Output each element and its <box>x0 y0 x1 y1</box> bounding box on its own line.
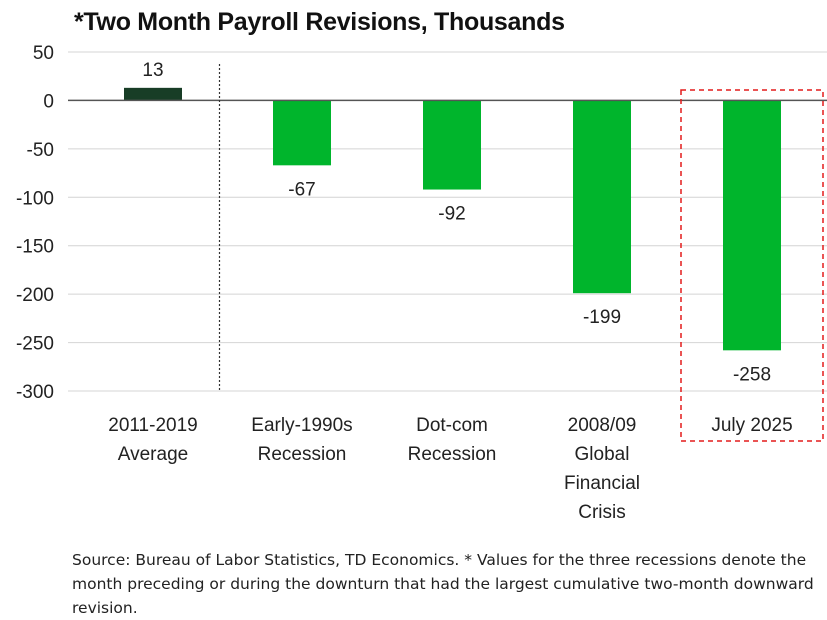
y-tick-label: -100 <box>16 188 54 209</box>
y-tick-label: -250 <box>16 334 54 355</box>
bar <box>124 87 182 101</box>
category-label: 2008/09 Global Financial Crisis <box>564 415 640 523</box>
data-label: -199 <box>583 307 621 328</box>
data-label: 13 <box>142 60 163 81</box>
source-footnote: Source: Bureau of Labor Statistics, TD E… <box>72 551 814 617</box>
category-label: 2011-2019 Average <box>108 415 197 465</box>
data-label: -67 <box>288 179 315 200</box>
category-label: Dot-com Recession <box>408 415 497 465</box>
bar <box>723 100 781 351</box>
decorations <box>218 64 824 442</box>
y-tick-label: -200 <box>16 285 54 306</box>
bar-chart: 50 0 -50 -100 -150 -200 -250 -300 13 -67 -92 -199 -… <box>16 43 827 523</box>
data-label: -92 <box>438 204 465 225</box>
category-labels: 2011-2019 Average Early-1990s Recession Dot-… <box>108 415 792 523</box>
highlight-box <box>680 89 824 442</box>
category-label: July 2025 <box>711 415 792 436</box>
bar <box>423 100 481 190</box>
y-tick-label: -300 <box>16 382 54 403</box>
bar <box>273 100 331 166</box>
chart-title: *Two Month Payroll Revisions, Thousands <box>74 8 565 36</box>
data-label: -258 <box>733 364 771 385</box>
category-label: Early-1990s Recession <box>251 415 352 465</box>
y-axis-ticks: 50 0 -50 -100 -150 -200 -250 -300 <box>16 43 54 403</box>
data-labels: 13 -67 -92 -199 -258 <box>142 60 771 385</box>
y-tick-label: -50 <box>27 140 54 161</box>
bar <box>573 100 631 294</box>
y-tick-label: 0 <box>43 91 54 112</box>
bars <box>124 87 781 351</box>
y-tick-label: -150 <box>16 237 54 258</box>
y-tick-label: 50 <box>33 43 54 64</box>
